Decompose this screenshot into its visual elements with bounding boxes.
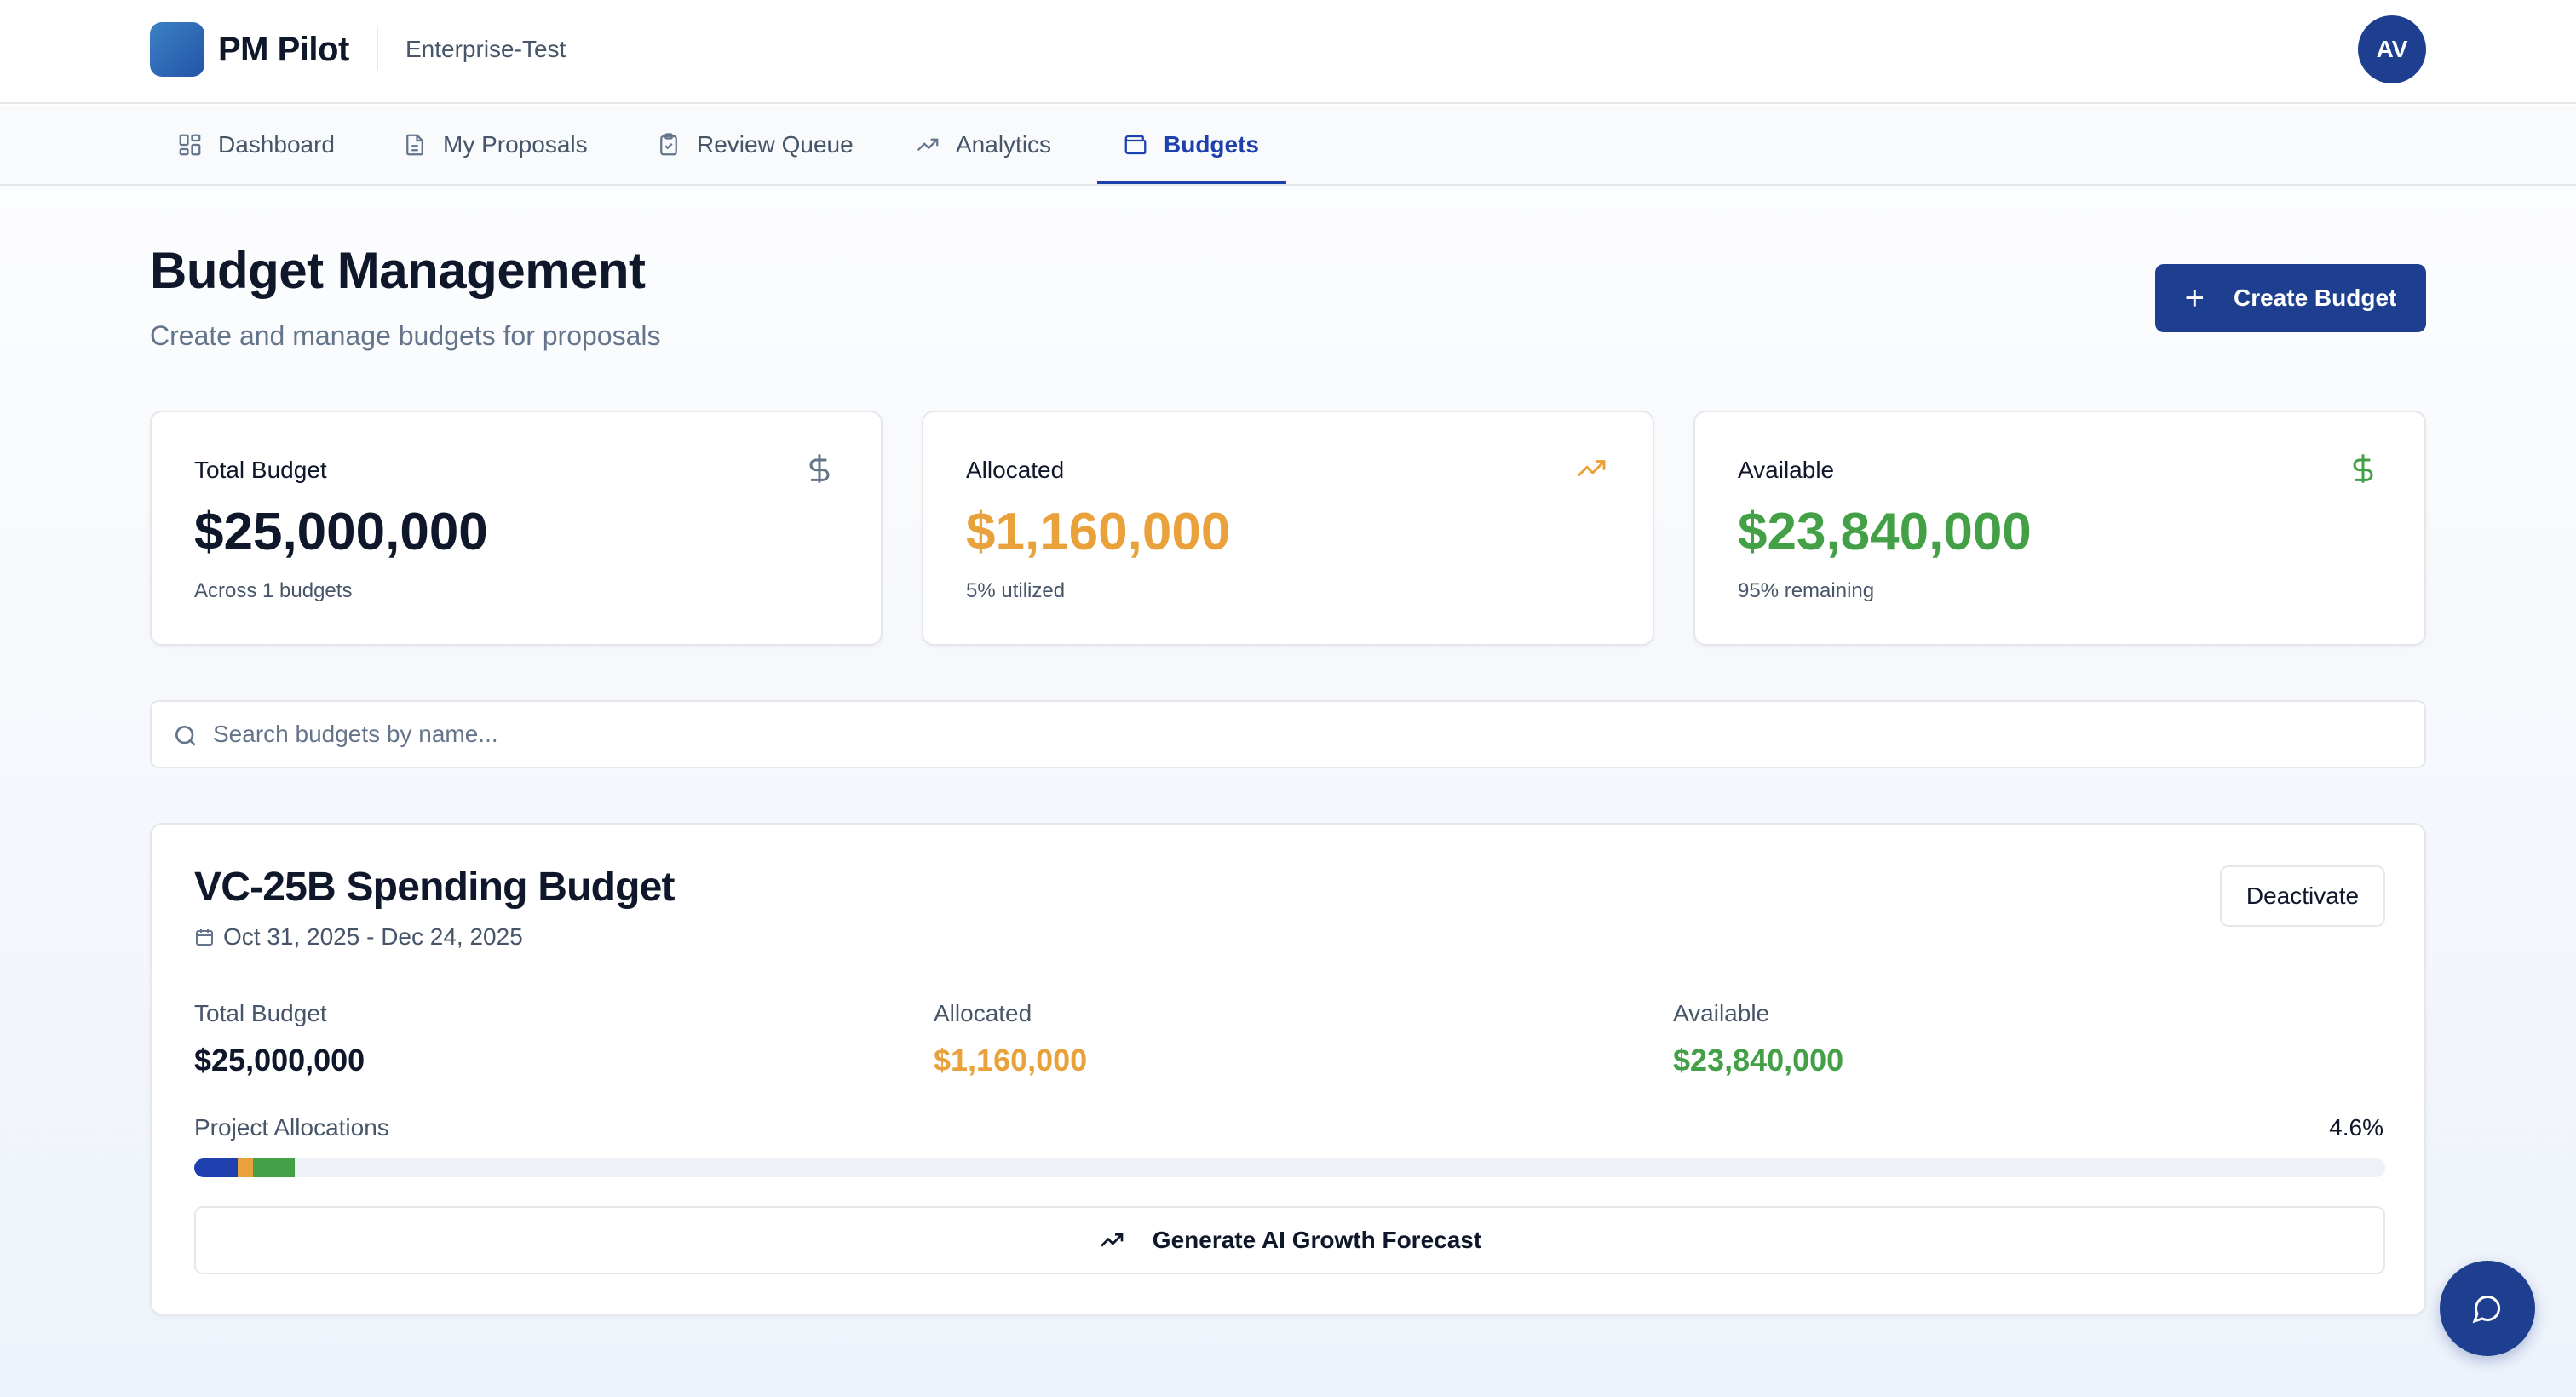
deactivate-button[interactable]: Deactivate: [2220, 865, 2385, 927]
stat-card-total-budget: Total Budget $25,000,000 Across 1 budget…: [150, 411, 883, 646]
tab-label: Dashboard: [218, 131, 335, 158]
generate-forecast-button[interactable]: Generate AI Growth Forecast: [194, 1206, 2385, 1274]
grid-icon: [179, 134, 201, 156]
plus-icon: +: [2184, 279, 2205, 317]
clipboard-check-icon: [660, 133, 677, 156]
tab-label: Analytics: [956, 131, 1052, 158]
trending-up-icon: [917, 138, 939, 152]
stat-label: Allocated: [966, 457, 1065, 483]
allocation-progress-bar: [194, 1158, 2385, 1177]
metric-label-allocated: Allocated: [934, 1000, 1032, 1026]
create-budget-button[interactable]: + Create Budget: [2155, 264, 2426, 332]
stat-label: Available: [1738, 457, 1835, 483]
budget-date-range: Oct 31, 2025 - Dec 24, 2025: [194, 922, 523, 952]
tab-budgets[interactable]: Budgets: [1123, 106, 1259, 184]
tab-review-queue[interactable]: Review Queue: [656, 106, 854, 184]
stat-value: $25,000,000: [194, 503, 488, 561]
search-input[interactable]: [213, 714, 2394, 755]
main-nav: Dashboard My Proposals Review Queue Anal…: [0, 106, 2576, 186]
forecast-button-label: Generate AI Growth Forecast: [1152, 1227, 1482, 1253]
budget-card: VC-25B Spending Budget Oct 31, 2025 - De…: [150, 823, 2426, 1315]
tab-label: Review Queue: [697, 131, 854, 158]
metric-value-available: $23,840,000: [1673, 1043, 1844, 1078]
stat-note: 95% remaining: [1738, 579, 1875, 602]
budget-dates-text: Oct 31, 2025 - Dec 24, 2025: [223, 923, 523, 950]
tab-dashboard[interactable]: Dashboard: [177, 106, 335, 184]
search-bar: [150, 700, 2426, 768]
allocation-segment-0: [194, 1158, 239, 1177]
budget-name: VC-25B Spending Budget: [194, 865, 676, 910]
dollar-icon: [2353, 454, 2373, 483]
stat-value: $1,160,000: [966, 503, 1231, 561]
metric-value-total: $25,000,000: [194, 1043, 365, 1078]
metric-value-allocated: $1,160,000: [934, 1043, 1088, 1078]
stat-card-allocated: Allocated $1,160,000 5% utilized: [922, 411, 1654, 646]
tab-label: Budgets: [1164, 131, 1259, 158]
page-subtitle: Create and manage budgets for proposals: [150, 320, 661, 351]
stat-value: $23,840,000: [1738, 503, 2032, 561]
tab-label: My Proposals: [443, 131, 588, 158]
metric-label-total: Total Budget: [194, 1000, 327, 1026]
allocations-percent: 4.6%: [2329, 1114, 2383, 1141]
stat-label: Total Budget: [194, 457, 327, 483]
app-header: PM Pilot Enterprise-Test AV: [0, 0, 2576, 104]
active-tab-indicator: [1097, 181, 1286, 184]
chat-button[interactable]: [2440, 1261, 2535, 1356]
brand-name[interactable]: PM Pilot: [218, 31, 349, 68]
tab-my-proposals[interactable]: My Proposals: [402, 106, 588, 184]
allocation-segment-2: [253, 1158, 296, 1177]
dollar-icon: [809, 454, 830, 483]
allocations-label: Project Allocations: [194, 1114, 389, 1141]
page-title: Budget Management: [150, 242, 646, 299]
search-icon: [175, 726, 196, 746]
stat-note: 5% utilized: [966, 579, 1066, 602]
logo-icon[interactable]: [150, 22, 204, 77]
trending-up-icon: [1577, 460, 1606, 477]
chat-bubble-icon: [2472, 1295, 2501, 1324]
metric-label-available: Available: [1673, 1000, 1770, 1026]
stat-note: Across 1 budgets: [194, 579, 353, 602]
tab-analytics[interactable]: Analytics: [915, 106, 1051, 184]
wallet-icon: [1124, 135, 1147, 155]
user-avatar[interactable]: AV: [2358, 15, 2426, 83]
brand-divider: [377, 27, 378, 70]
calendar-icon: [196, 929, 213, 946]
allocation-segment-1: [238, 1158, 254, 1177]
stat-card-available: Available $23,840,000 95% remaining: [1693, 411, 2426, 646]
document-icon: [406, 134, 423, 156]
organization-name: Enterprise-Test: [405, 36, 566, 62]
create-budget-label: Create Budget: [2233, 285, 2397, 311]
trending-up-icon: [1100, 1233, 1124, 1247]
